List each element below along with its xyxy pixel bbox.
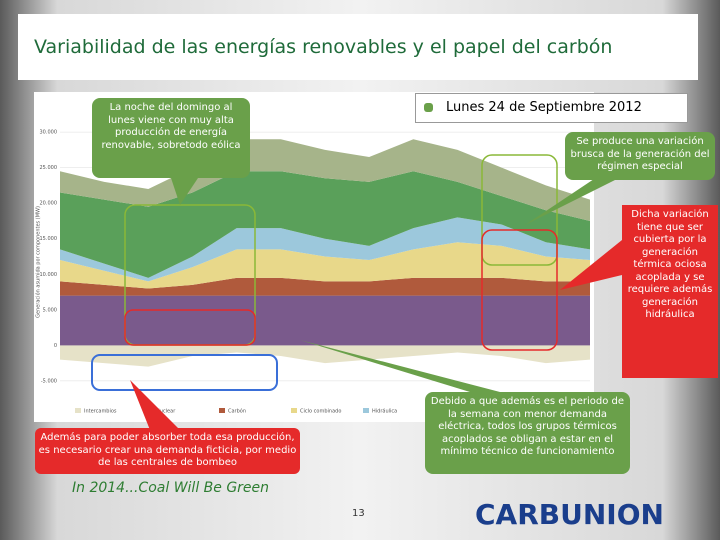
legend-label: Carbón bbox=[228, 408, 246, 415]
y-tick-label: 20.000 bbox=[40, 201, 58, 207]
y-tick-label: 25.000 bbox=[40, 165, 58, 171]
callout-pointer bbox=[170, 175, 200, 205]
highlight bbox=[481, 154, 558, 266]
legend-swatch bbox=[291, 408, 297, 413]
legend-label: Nuclear bbox=[156, 409, 176, 415]
legend-swatch bbox=[75, 408, 81, 413]
highlight bbox=[481, 229, 558, 351]
callout: Dicha variación tiene que ser cubierta p… bbox=[622, 205, 718, 378]
area bbox=[60, 171, 590, 278]
callout: La noche del domingo al lunes viene con … bbox=[92, 98, 250, 178]
legend-label: Hidráulica bbox=[372, 408, 397, 415]
y-tick-label: 15.000 bbox=[40, 236, 58, 242]
highlight bbox=[124, 309, 256, 346]
legend-swatch bbox=[219, 408, 225, 413]
legend-label: Ciclo combinado bbox=[300, 409, 341, 415]
y-tick-label: 0 bbox=[54, 343, 57, 349]
callout: Además para poder absorber toda esa prod… bbox=[35, 428, 300, 474]
area bbox=[60, 345, 590, 367]
area bbox=[60, 295, 590, 346]
callout-pointer bbox=[560, 240, 622, 290]
y-tick-label: 10.000 bbox=[40, 272, 58, 278]
legend-label: Intercambios bbox=[84, 409, 117, 415]
area bbox=[60, 242, 590, 289]
highlight bbox=[91, 354, 278, 391]
y-axis-label: Generación asumida por componentes (MW) bbox=[35, 206, 42, 318]
area bbox=[60, 139, 590, 221]
area bbox=[60, 277, 590, 296]
callout: Debido a que además es el periodo de la … bbox=[425, 392, 630, 474]
logo: CARBUNION bbox=[475, 498, 664, 531]
legend-swatch bbox=[363, 408, 369, 413]
y-tick-label: 30.000 bbox=[40, 130, 58, 136]
callout-pointer bbox=[300, 340, 500, 392]
page-number: 13 bbox=[352, 508, 365, 519]
y-tick-label: 5.000 bbox=[43, 307, 57, 313]
y-tick-label: -5.000 bbox=[41, 378, 57, 384]
slide-title: Variabilidad de las energías renovables … bbox=[18, 14, 698, 80]
callout: Se produce una variación brusca de la ge… bbox=[565, 132, 715, 180]
area bbox=[60, 217, 590, 282]
date-label: Lunes 24 de Septiembre 2012 bbox=[415, 93, 688, 123]
slogan: In 2014...Coal Will Be Green bbox=[72, 480, 270, 496]
callout-pointer bbox=[525, 175, 625, 225]
callout-pointer bbox=[130, 380, 180, 430]
